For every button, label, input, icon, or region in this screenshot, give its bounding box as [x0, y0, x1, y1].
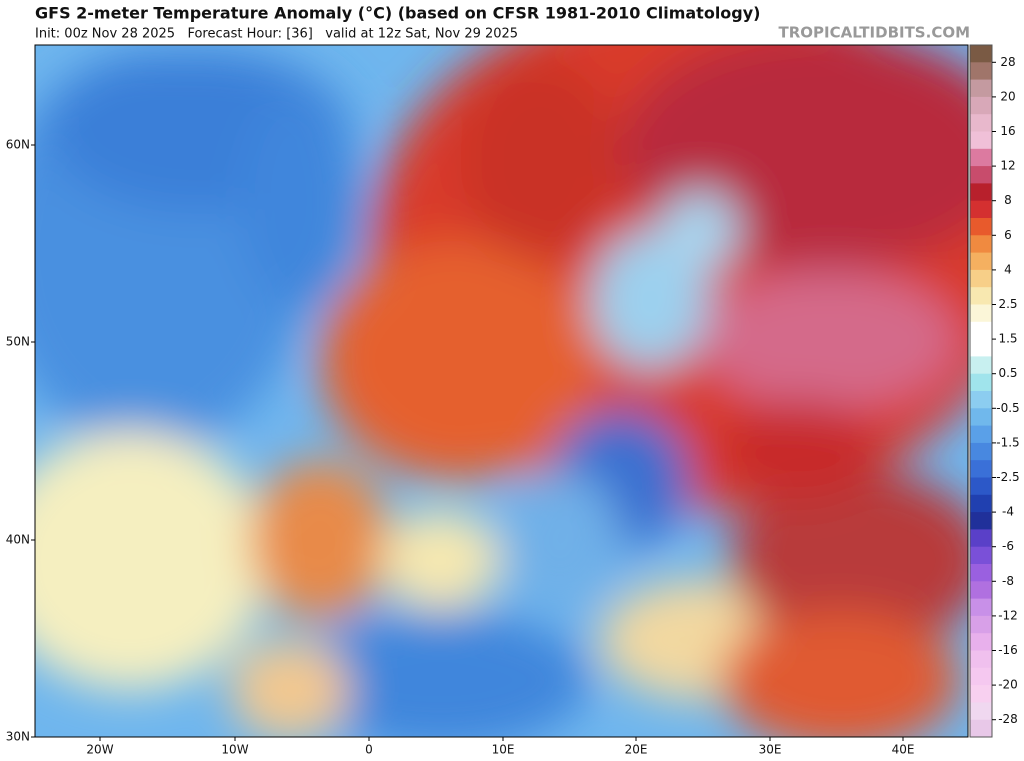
colorbar-segment — [970, 339, 992, 357]
watermark: TROPICALTIDBITS.COM — [779, 24, 971, 42]
colorbar-segment — [970, 235, 992, 254]
colorbar-label: -8 — [1002, 574, 1014, 588]
colorbar-segment — [970, 62, 992, 81]
colorbar-segment — [970, 287, 992, 305]
colorbar-label: 1.5 — [998, 332, 1017, 346]
lon-label: 0 — [365, 743, 373, 757]
colorbar-segment — [970, 546, 992, 565]
colorbar-label: 12 — [1000, 159, 1015, 173]
colorbar-segment — [970, 269, 992, 288]
colorbar-segment — [970, 667, 992, 686]
colorbar-segment — [970, 702, 992, 721]
colorbar: 28 20 16 12 8 6 4 2.5 1.5 0.5 -0.5 -1.5 -2.5 -4 -6 -8 -1… — [969, 44, 1020, 738]
colorbar-segment — [970, 183, 992, 202]
colorbar-segment — [970, 391, 992, 409]
colorbar-label: 0.5 — [998, 366, 1017, 380]
colorbar-segment — [970, 685, 992, 703]
colorbar-label: -4 — [1002, 505, 1014, 519]
colorbar-segment — [970, 650, 992, 669]
colorbar-segment — [970, 304, 992, 323]
lon-label: 20W — [86, 743, 113, 757]
lon-label: 40E — [892, 743, 915, 757]
colorbar-segment — [970, 218, 992, 236]
colorbar-label: 28 — [1000, 55, 1015, 69]
lat-label: 50N — [6, 335, 30, 349]
title: GFS 2-meter Temperature Anomaly (°C) (ba… — [35, 4, 761, 23]
colorbar-label: -28 — [998, 712, 1018, 726]
colorbar-segment — [970, 477, 992, 496]
colorbar-label: -6 — [1002, 539, 1014, 553]
lon-label: 20E — [625, 743, 648, 757]
colorbar-segment — [970, 598, 992, 617]
colorbar-frame — [969, 44, 993, 738]
colorbar-segment — [970, 460, 992, 478]
colorbar-segment — [970, 512, 992, 530]
colorbar-segment — [970, 633, 992, 651]
colorbar-label: 4 — [1004, 262, 1012, 276]
lat-label: 40N — [6, 533, 30, 547]
lat-label: 30N — [6, 730, 30, 744]
colorbar-segment — [970, 45, 992, 63]
colorbar-segment — [970, 321, 992, 340]
colorbar-label: -16 — [998, 643, 1018, 657]
colorbar-segment — [970, 408, 992, 427]
colorbar-segment — [970, 615, 992, 634]
colorbar-segment — [970, 581, 992, 600]
colorbar-label: 6 — [1004, 228, 1012, 242]
colorbar-segment — [970, 252, 992, 271]
colorbar-label: 16 — [1000, 124, 1015, 138]
map-frame — [34, 44, 969, 738]
lon-label: 10W — [221, 743, 248, 757]
colorbar-segment — [970, 373, 992, 392]
colorbar-segment — [970, 200, 992, 219]
colorbar-label: -12 — [998, 608, 1018, 622]
colorbar-segment — [970, 494, 992, 513]
colorbar-segment — [970, 564, 992, 582]
colorbar-segment — [970, 442, 992, 461]
colorbar-label: 20 — [1000, 89, 1015, 103]
colorbar-label: 2.5 — [998, 297, 1017, 311]
colorbar-label: -0.5 — [996, 401, 1019, 415]
colorbar-segment — [970, 719, 992, 738]
lat-label: 60N — [6, 138, 30, 152]
colorbar-label: -20 — [998, 678, 1018, 692]
colorbar-segment — [970, 166, 992, 184]
colorbar-segment — [970, 529, 992, 548]
colorbar-segment — [970, 114, 992, 132]
colorbar-label: -2.5 — [996, 470, 1019, 484]
colorbar-segment — [970, 356, 992, 375]
colorbar-label: -1.5 — [996, 435, 1019, 449]
lon-label: 10E — [492, 743, 515, 757]
subtitle: Init: 00z Nov 28 2025 Forecast Hour: [36… — [35, 27, 518, 42]
lon-label: 30E — [759, 743, 782, 757]
colorbar-segment — [970, 131, 992, 150]
colorbar-segment — [970, 148, 992, 167]
colorbar-segment — [970, 96, 992, 115]
colorbar-segment — [970, 425, 992, 444]
colorbar-segment — [970, 79, 992, 98]
colorbar-label: 8 — [1004, 193, 1012, 207]
